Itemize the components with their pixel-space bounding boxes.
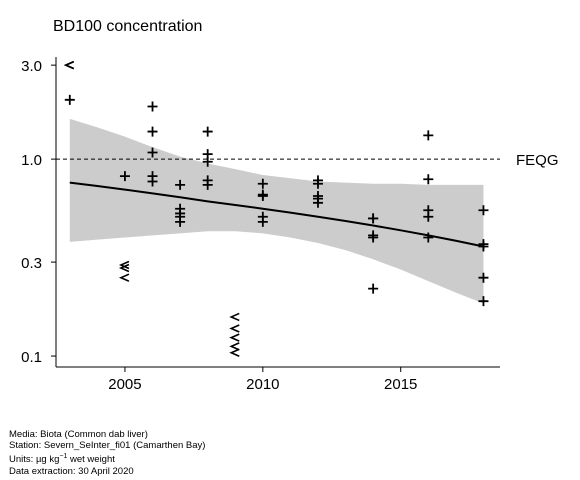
less-than-point	[229, 312, 240, 322]
data-point	[119, 171, 130, 182]
footer-extraction: Data extraction: 30 April 2020	[9, 465, 134, 477]
data-point	[423, 130, 434, 141]
chart-title: BD100 concentration	[53, 18, 203, 35]
data-point	[257, 216, 268, 227]
data-point	[175, 216, 186, 227]
footer-station: Station: Severn_SeInter_fi01 (Camarthen …	[9, 440, 206, 452]
footer-units-mu: µg kg	[35, 454, 60, 466]
data-point	[147, 147, 158, 158]
less-than-point	[229, 333, 240, 342]
footer-media: Media: Biota (Common dab liver)	[9, 429, 148, 440]
less-than-point	[229, 324, 240, 333]
less-than-point	[118, 273, 130, 282]
data-point	[202, 179, 213, 190]
y-tick-label: 1.0	[21, 152, 42, 169]
axes-layer: 0.1 0.3 1.0 3.0 2005 2010 2015	[21, 57, 500, 393]
points-layer	[63, 60, 489, 357]
less-than-point	[118, 260, 130, 270]
data-point	[478, 272, 489, 283]
data-point	[423, 232, 434, 243]
trend-line	[69, 181, 484, 248]
x-tick-label: 2005	[108, 376, 141, 393]
data-point	[257, 190, 268, 201]
less-than-point	[118, 263, 130, 273]
x-tick-label: 2010	[246, 376, 279, 393]
x-tick-label: 2015	[384, 376, 417, 393]
data-point	[368, 232, 379, 243]
data-point	[147, 176, 158, 187]
trend-layer	[69, 181, 484, 248]
reference-line-layer: FEQG	[56, 152, 559, 169]
footer-units: Units: µg kg−1 wet weight	[9, 451, 205, 465]
data-point	[202, 126, 213, 137]
y-tick-label: 0.1	[21, 349, 42, 366]
footer-units-suffix: wet weight	[67, 454, 115, 466]
data-point	[64, 94, 75, 105]
less-than-point	[229, 348, 240, 357]
data-point	[423, 174, 434, 185]
data-point	[368, 283, 379, 294]
footer-units-sup: −1	[59, 453, 68, 461]
data-point	[368, 213, 379, 224]
data-point	[147, 126, 158, 137]
data-point	[478, 296, 489, 307]
y-tick-label: 0.3	[21, 255, 42, 272]
data-point	[478, 205, 489, 216]
data-point	[175, 179, 186, 190]
footer-units-prefix: Units:	[9, 454, 36, 466]
data-point	[147, 101, 158, 112]
less-than-point	[63, 60, 75, 70]
data-point	[257, 178, 268, 189]
data-point	[312, 197, 323, 208]
data-point	[312, 178, 323, 189]
reference-line-label: FEQG	[516, 152, 559, 169]
data-point	[202, 156, 213, 167]
chart-footer: Media: Biota (Common dab liver) Station:…	[9, 429, 205, 477]
less-than-point	[229, 342, 240, 351]
y-tick-label: 3.0	[21, 58, 42, 75]
data-point	[478, 241, 489, 252]
data-point	[423, 211, 434, 222]
